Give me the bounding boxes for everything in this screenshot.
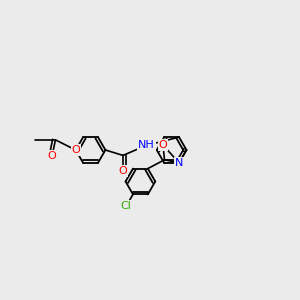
Text: O: O [71, 145, 80, 155]
Text: NH: NH [138, 140, 155, 150]
Text: Cl: Cl [121, 201, 132, 211]
Text: O: O [118, 166, 127, 176]
Text: O: O [159, 140, 167, 150]
Text: N: N [175, 158, 183, 168]
Text: O: O [48, 151, 56, 161]
